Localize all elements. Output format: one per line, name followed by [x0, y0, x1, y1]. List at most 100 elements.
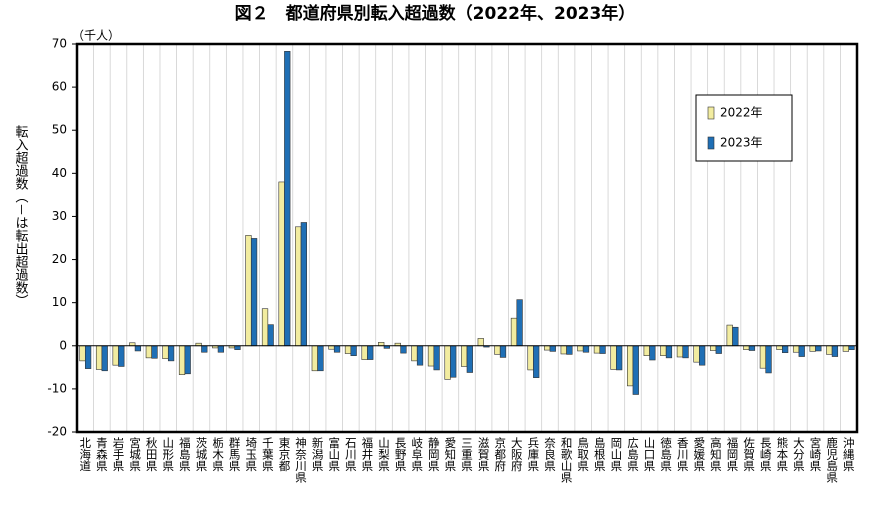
bar — [411, 345, 418, 362]
y-tick-label: 70 — [52, 37, 67, 51]
bar — [549, 345, 556, 352]
x-tick-label: 三重県 — [460, 437, 474, 472]
x-tick-label: 徳島県 — [659, 436, 673, 472]
legend-box — [695, 94, 793, 162]
bar — [776, 345, 783, 350]
bar — [311, 345, 318, 372]
bar — [665, 345, 673, 359]
bar — [95, 345, 103, 370]
bar — [145, 345, 152, 359]
bar — [444, 345, 451, 380]
x-tick-label: 大阪府 — [510, 436, 524, 472]
bar — [162, 345, 169, 360]
x-tick-label: 福島県 — [178, 436, 192, 472]
legend-swatch — [707, 106, 715, 120]
x-tick-label: 佐賀県 — [742, 436, 756, 472]
bar — [765, 345, 772, 374]
bar — [477, 338, 484, 347]
bar — [400, 345, 407, 354]
bar — [134, 345, 142, 352]
bar — [510, 317, 518, 347]
bar — [494, 345, 501, 355]
bar — [527, 345, 534, 371]
x-tick-label: 沖縄県 — [842, 437, 856, 472]
y-tick-label: 50 — [52, 123, 67, 137]
x-tick-label: 島根県 — [593, 436, 607, 472]
x-tick-label: 香川県 — [676, 437, 690, 472]
y-tick-label: -20 — [47, 425, 67, 439]
x-tick-label: 岩手県 — [111, 436, 125, 472]
y-tick-label: 0 — [59, 338, 67, 352]
bar — [250, 238, 258, 347]
bar — [682, 345, 689, 359]
bar — [361, 345, 368, 360]
bar — [726, 324, 733, 347]
x-tick-label: 広島県 — [626, 437, 640, 472]
y-tick-label: 10 — [52, 295, 67, 309]
bar — [809, 345, 816, 352]
bar — [643, 345, 650, 356]
x-tick-label: 岡山県 — [609, 437, 623, 472]
x-tick-label: 群馬県 — [228, 436, 242, 472]
bar — [649, 345, 656, 361]
bar — [544, 345, 551, 351]
bar — [826, 345, 833, 355]
x-tick-label: 神奈川県 — [294, 436, 308, 484]
bar — [848, 345, 855, 350]
legend-label: 2023年 — [720, 136, 763, 150]
bar — [815, 345, 822, 352]
bar — [367, 345, 374, 360]
x-tick-label: 鹿児島県 — [825, 436, 839, 484]
bar — [715, 345, 722, 354]
bar — [831, 345, 839, 357]
bar — [350, 345, 357, 356]
bar — [582, 345, 590, 353]
unit-label: （千人） — [72, 29, 120, 43]
x-tick-label: 山梨県 — [377, 437, 391, 472]
legend-label: 2022年 — [720, 106, 763, 120]
x-tick-label: 秋田県 — [145, 436, 159, 472]
y-tick-label: 20 — [52, 252, 67, 266]
x-tick-label: 高知県 — [709, 436, 723, 472]
x-tick-label: 宮崎県 — [809, 436, 823, 472]
x-tick-label: 熊本県 — [775, 436, 789, 472]
x-tick-label: 山形県 — [161, 437, 175, 472]
bar — [593, 345, 601, 354]
bar — [295, 226, 302, 347]
bar — [151, 345, 158, 359]
x-tick-label: 滋賀県 — [477, 437, 491, 472]
bar — [533, 345, 540, 378]
bar — [344, 345, 352, 354]
chart-title: 図２ 都道府県別転入超過数（2022年、2023年） — [235, 3, 636, 24]
x-tick-label: 岐阜県 — [410, 437, 424, 472]
x-tick-label: 福井県 — [360, 436, 374, 472]
bar — [566, 345, 573, 355]
bar — [782, 345, 789, 353]
x-tick-label: 石川県 — [344, 437, 358, 472]
bar — [627, 345, 634, 387]
x-tick-label: 新潟県 — [311, 436, 325, 472]
x-tick-label: 奈良県 — [543, 436, 557, 472]
bar — [732, 326, 739, 347]
x-tick-label: 福岡県 — [726, 436, 740, 472]
bar — [184, 345, 191, 375]
bar — [560, 345, 567, 355]
plot-frame — [75, 42, 859, 434]
bar — [101, 345, 108, 372]
y-tick-label: 40 — [52, 166, 67, 180]
x-tick-label: 山口県 — [643, 437, 657, 472]
bar — [748, 345, 756, 351]
bar — [217, 345, 225, 353]
bar — [267, 324, 274, 347]
bar — [743, 345, 750, 350]
x-tick-label: 千葉県 — [261, 437, 275, 472]
bar — [167, 345, 175, 362]
bar — [759, 345, 767, 369]
bar — [599, 345, 606, 354]
y-tick-label: 60 — [52, 80, 67, 94]
x-tick-label: 茨城県 — [194, 436, 208, 472]
bar — [245, 235, 252, 347]
x-tick-label: 長崎県 — [759, 437, 773, 472]
bar — [300, 222, 307, 347]
